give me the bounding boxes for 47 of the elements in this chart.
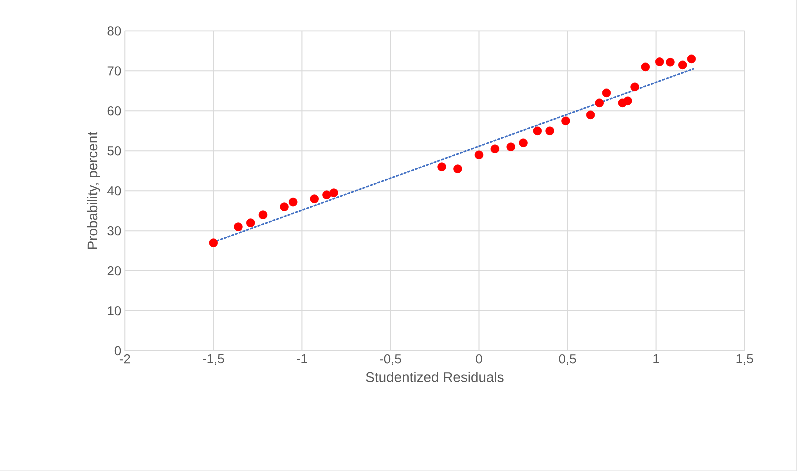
x-tick-label: 0,5: [559, 354, 576, 366]
y-tick-label: 80: [108, 26, 122, 36]
point: [234, 222, 243, 232]
point: [310, 194, 319, 204]
point: [490, 144, 500, 154]
x-tick-label: -1: [297, 354, 308, 364]
point: [330, 188, 338, 198]
y-tick-label: 50: [108, 146, 122, 156]
y-tick-label: 0: [114, 346, 122, 356]
y-tick-label: 20: [108, 266, 122, 276]
point: [678, 60, 688, 70]
point: [519, 138, 528, 148]
y-tick-label: 30: [108, 226, 122, 236]
point: [533, 126, 542, 136]
point: [630, 82, 640, 92]
x-tick-label: 1,5: [736, 354, 754, 366]
point: [288, 198, 298, 207]
point: [246, 218, 256, 228]
y-tick-label: 10: [108, 306, 122, 316]
point: [454, 164, 462, 174]
x-tick-label: -1,5: [203, 354, 224, 366]
point: [655, 58, 664, 66]
x-tick-label: -0,5: [380, 354, 402, 366]
point: [595, 98, 604, 108]
point: [562, 116, 570, 126]
point: [474, 150, 484, 160]
point: [602, 88, 612, 98]
x-tick-label: 0: [476, 354, 482, 364]
y-tick-label: 40: [108, 186, 122, 196]
x-tick-label: -2: [120, 354, 130, 364]
point: [641, 62, 650, 72]
point: [258, 210, 268, 220]
x-axis-title: Studentized Residuals: [366, 372, 504, 382]
point: [209, 238, 218, 248]
y-tick-label: 70: [108, 66, 122, 76]
point: [546, 126, 554, 136]
point: [687, 54, 696, 64]
y-tick-label: 60: [108, 106, 122, 116]
point: [438, 162, 446, 172]
point: [280, 202, 289, 212]
point: [506, 142, 516, 152]
point: [586, 110, 596, 120]
point: [624, 96, 632, 106]
point: [322, 190, 332, 200]
point: [666, 58, 675, 67]
x-tick-label: 1: [654, 354, 660, 364]
y-axis-title: Probability, percent: [87, 132, 100, 250]
